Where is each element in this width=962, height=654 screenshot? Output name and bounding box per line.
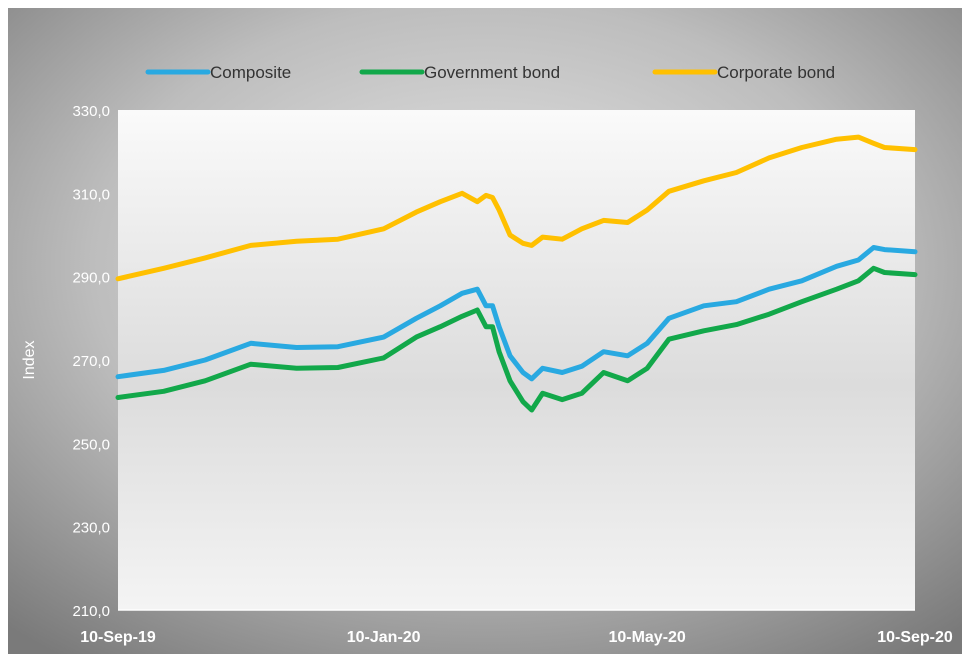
x-tick-label: 10-Sep-19 (80, 629, 156, 646)
y-tick-label: 210,0 (72, 603, 110, 620)
plot-area (118, 110, 915, 610)
series-group (115, 134, 918, 413)
legend-label: Composite (210, 63, 291, 82)
x-axis: 10-Sep-19 10-Jan-20 10-May-20 10-Sep-20 (80, 609, 953, 646)
series-line-composite (115, 245, 918, 382)
y-tick-label: 250,0 (72, 436, 110, 453)
y-axis-label: Index (21, 340, 38, 379)
legend: Composite Government bond Corporate bond (145, 63, 835, 82)
series-line-government-bond (115, 265, 918, 413)
y-tick-label: 330,0 (72, 103, 110, 120)
y-axis: 210,0 230,0 250,0 270,0 290,0 310,0 330,0 (72, 103, 110, 620)
x-tick-label: 10-May-20 (608, 629, 685, 646)
y-tick-label: 270,0 (72, 353, 110, 370)
y-tick-label: 290,0 (72, 270, 110, 287)
x-tick-label: 10-Sep-20 (877, 629, 953, 646)
x-tick-label: 10-Jan-20 (347, 629, 421, 646)
legend-label: Corporate bond (717, 63, 835, 82)
y-tick-label: 230,0 (72, 520, 110, 537)
legend-label: Government bond (424, 63, 560, 82)
y-tick-label: 310,0 (72, 186, 110, 203)
series-line-corporate-bond (115, 134, 918, 282)
